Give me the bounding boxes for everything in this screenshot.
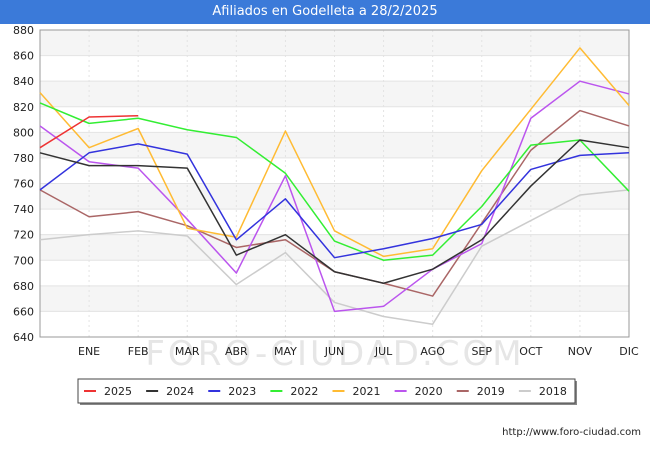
x-tick-label: SEP xyxy=(471,345,492,358)
y-tick-label: 660 xyxy=(13,305,34,318)
legend-label-2020: 2020 xyxy=(415,385,443,398)
x-tick-labels: ENE FEB MAR ABR MAY JUN JUL AGO SEP OCT NOV DIC xyxy=(78,345,639,358)
y-tick-label: 800 xyxy=(13,126,34,139)
y-tick-label: 700 xyxy=(13,254,34,267)
y-tick-label: 860 xyxy=(13,50,34,63)
series-line-2021 xyxy=(39,47,630,258)
source-credit: http://www.foro-ciudad.com xyxy=(502,427,641,438)
x-tick-label: JUL xyxy=(374,345,393,358)
series-line-2022 xyxy=(39,102,630,261)
x-tick-label: JUN xyxy=(324,345,345,358)
x-tick-label: OCT xyxy=(519,345,542,358)
series-line-2020 xyxy=(39,80,630,313)
x-tick-label: AGO xyxy=(420,345,445,358)
y-tick-label: 880 xyxy=(13,24,34,37)
legend-label-2025: 2025 xyxy=(104,385,132,398)
x-tick-label: FEB xyxy=(128,345,149,358)
x-tick-label: MAR xyxy=(175,345,200,358)
plot-frame xyxy=(39,29,630,338)
legend-label-2019: 2019 xyxy=(477,385,505,398)
y-tick-label: 720 xyxy=(13,229,34,242)
x-tick-label: ABR xyxy=(225,345,248,358)
legend-label-2022: 2022 xyxy=(290,385,318,398)
y-tick-label: 840 xyxy=(13,75,34,88)
legend-label-2021: 2021 xyxy=(353,385,381,398)
series-line-2018 xyxy=(39,189,630,325)
series-line-2024 xyxy=(39,139,630,285)
x-tick-label: MAY xyxy=(274,345,297,358)
series-line-2025 xyxy=(39,114,139,149)
y-tick-label: 680 xyxy=(13,280,34,293)
legend-label-2023: 2023 xyxy=(228,385,256,398)
watermark: FORO-CIUDAD.COM xyxy=(145,334,524,374)
grid-band xyxy=(40,285,629,312)
legend-box xyxy=(77,378,576,404)
legend-label-2024: 2024 xyxy=(166,385,194,398)
series-lines xyxy=(39,47,630,325)
legend: 2025 2024 2023 2022 2021 2020 2019 2018 xyxy=(77,378,577,405)
y-tick-labels: 640 660 680 700 720 740 760 780 800 820 840 860 880 xyxy=(13,24,34,344)
y-tick-label: 760 xyxy=(13,178,34,191)
legend-label-2018: 2018 xyxy=(539,385,567,398)
y-tick-label: 820 xyxy=(13,101,34,114)
series-line-2023 xyxy=(39,143,630,259)
x-tick-label: ENE xyxy=(78,345,100,358)
y-tick-label: 640 xyxy=(13,331,34,344)
chart-title: Afiliados en Godelleta a 28/2/2025 xyxy=(0,0,650,24)
x-tick-label: DIC xyxy=(619,345,639,358)
x-tick-label: NOV xyxy=(568,345,593,358)
y-tick-label: 780 xyxy=(13,152,34,165)
y-tick-label: 740 xyxy=(13,203,34,216)
axes xyxy=(39,29,630,338)
